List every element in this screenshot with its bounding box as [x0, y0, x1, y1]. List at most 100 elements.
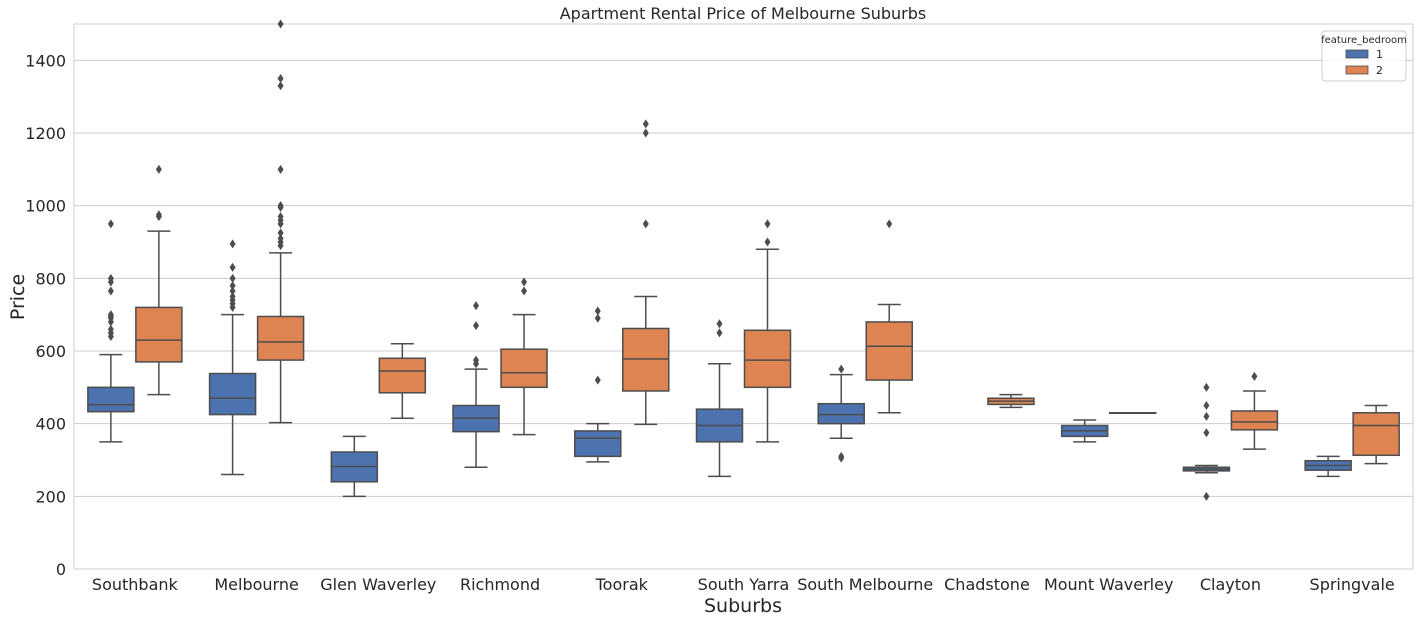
- outlier-point: [473, 301, 480, 311]
- x-axis-label: Suburbs: [704, 595, 782, 617]
- box-series-group: [87, 19, 1400, 501]
- box-melbourne-bedroom-2: [256, 19, 305, 424]
- y-tick-label: 1000: [25, 197, 66, 216]
- outlier-point: [277, 164, 284, 174]
- outlier-point: [277, 212, 284, 222]
- legend: feature_bedroom 1 2: [1321, 30, 1407, 82]
- chart-title: Apartment Rental Price of Melbourne Subu…: [560, 4, 927, 23]
- box-mount-waverley-bedroom-2: [1108, 412, 1157, 415]
- x-tick-label: Clayton: [1200, 575, 1261, 594]
- iqr-box: [817, 402, 865, 425]
- iqr-box: [378, 357, 427, 394]
- outlier-point: [642, 119, 649, 129]
- outlier-point: [1203, 411, 1210, 421]
- box-south-melbourne-bedroom-1: [817, 364, 865, 463]
- y-axis-label: Price: [7, 274, 29, 320]
- iqr-box: [87, 386, 135, 413]
- outlier-point: [594, 306, 601, 316]
- legend-swatch-2: [1345, 65, 1369, 75]
- legend-swatch-1: [1345, 49, 1369, 59]
- y-tick-label: 1400: [25, 51, 66, 70]
- outlier-point: [716, 319, 723, 329]
- y-tick-label: 0: [56, 560, 66, 579]
- y-tick-label: 600: [35, 342, 66, 361]
- outlier-point: [229, 262, 236, 272]
- iqr-box: [1352, 412, 1400, 457]
- box-mount-waverley-bedroom-1: [1060, 419, 1109, 443]
- outlier-point: [1203, 401, 1210, 410]
- outlier-point: [155, 210, 162, 220]
- box-toorak-bedroom-2: [622, 119, 670, 426]
- outlier-point: [838, 451, 845, 461]
- box-richmond-bedroom-2: [500, 277, 548, 436]
- iqr-box: [208, 372, 257, 416]
- x-tick-label: Melbourne: [214, 575, 298, 594]
- outlier-point: [229, 292, 236, 301]
- outlier-point: [155, 164, 162, 174]
- box-southbank-bedroom-1: [87, 219, 135, 443]
- outlier-point: [594, 313, 601, 323]
- outlier-point: [229, 281, 236, 291]
- iqr-box: [1230, 410, 1279, 431]
- box-southbank-bedroom-2: [135, 164, 183, 396]
- x-tick-label: South Yarra: [698, 575, 790, 594]
- box-richmond-bedroom-1: [452, 301, 500, 469]
- outlier-point: [107, 310, 114, 320]
- iqr-box: [256, 315, 305, 361]
- box-south-yarra-bedroom-2: [743, 219, 792, 443]
- outlier-point: [277, 19, 284, 29]
- box-springvale-bedroom-2: [1352, 404, 1400, 465]
- legend-label-2: 2: [1376, 64, 1383, 77]
- box-chadstone-bedroom-2: [987, 393, 1035, 409]
- box-melbourne-bedroom-1: [208, 239, 257, 476]
- plot-area-frame: [73, 23, 1414, 570]
- outlier-point: [277, 201, 284, 211]
- x-tick-label: Mount Waverley: [1044, 575, 1173, 594]
- outlier-point: [277, 233, 284, 243]
- legend-label-1: 1: [1376, 48, 1383, 61]
- x-tick-label: South Melbourne: [797, 575, 933, 594]
- box-south-yarra-bedroom-1: [695, 319, 744, 478]
- outlier-point: [229, 273, 236, 283]
- x-tick-label: Toorak: [595, 575, 649, 594]
- box-glen-waverley-bedroom-1: [330, 435, 379, 498]
- outlier-point: [764, 237, 771, 247]
- iqr-box: [743, 329, 792, 389]
- box-toorak-bedroom-1: [574, 306, 622, 463]
- outlier-point: [1203, 491, 1210, 501]
- iqr-box: [135, 306, 183, 363]
- outlier-point: [838, 364, 845, 374]
- y-tick-label: 200: [35, 487, 66, 506]
- box-clayton-bedroom-2: [1230, 371, 1279, 450]
- outlier-point: [594, 375, 601, 385]
- outlier-point: [886, 219, 893, 229]
- iqr-box: [865, 321, 913, 381]
- x-axis-ticks: Southbank Melbourne Glen Waverley Richmond T…: [92, 575, 1395, 594]
- x-tick-label: Glen Waverley: [320, 575, 436, 594]
- x-tick-label: Richmond: [460, 575, 540, 594]
- box-springvale-bedroom-1: [1304, 455, 1352, 478]
- outlier-point: [107, 324, 114, 334]
- outlier-point: [521, 277, 528, 287]
- outlier-point: [1203, 428, 1210, 438]
- y-tick-label: 1200: [25, 124, 66, 143]
- box-clayton-bedroom-1: [1182, 382, 1231, 501]
- outlier-point: [1251, 371, 1258, 381]
- outlier-point: [229, 239, 236, 249]
- box-glen-waverley-bedroom-2: [378, 342, 427, 419]
- outlier-point: [473, 355, 480, 365]
- outlier-point: [521, 286, 528, 296]
- iqr-box: [500, 348, 548, 389]
- outlier-point: [473, 321, 480, 331]
- y-tick-label: 400: [35, 415, 66, 434]
- box-south-melbourne-bedroom-2: [865, 219, 913, 414]
- outlier-point: [764, 219, 771, 229]
- outlier-point: [642, 128, 649, 138]
- y-axis-ticks: 0 200 400 600 800 1000 1200 1400: [25, 51, 66, 579]
- outlier-point: [277, 228, 284, 238]
- x-tick-label: Southbank: [92, 575, 179, 594]
- outlier-point: [1203, 382, 1210, 392]
- outlier-point: [107, 273, 114, 283]
